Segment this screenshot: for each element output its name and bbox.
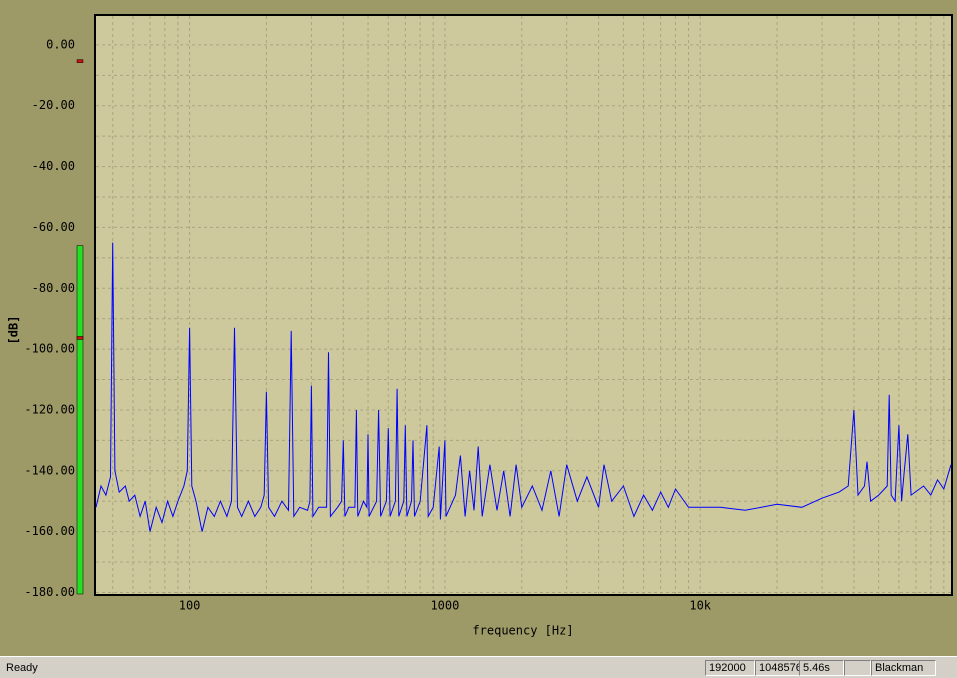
y-tick-label: -80.00 xyxy=(32,281,75,295)
spectrum-line xyxy=(95,242,952,532)
status-message: Ready xyxy=(6,662,38,674)
y-tick-label: -180.00 xyxy=(24,585,75,599)
spectrum-view: frequency [Hz] [dB] 100 1000 10k 0.00 -20.00… xyxy=(0,0,957,656)
status-bar: Ready 192000 1048576 5.46s Blackman xyxy=(0,656,957,678)
level-marker xyxy=(76,336,84,340)
x-tick-label: 10k xyxy=(689,599,711,613)
y-tick-label: -100.00 xyxy=(24,342,75,356)
status-field: 192000 xyxy=(705,660,755,676)
status-field: Blackman xyxy=(871,660,936,676)
y-tick-label: -160.00 xyxy=(24,524,75,538)
y-axis-label: [dB] xyxy=(7,316,21,345)
level-meter xyxy=(76,245,84,595)
status-field xyxy=(844,660,871,676)
x-tick-label: 100 xyxy=(179,599,201,613)
y-tick-label: -120.00 xyxy=(24,402,75,416)
y-tick-label: -20.00 xyxy=(32,98,75,112)
y-tick-label: 0.00 xyxy=(46,37,75,51)
level-marker xyxy=(76,59,84,63)
x-tick-label: 1000 xyxy=(430,599,459,613)
y-tick-label: -60.00 xyxy=(32,220,75,234)
x-axis-label: frequency [Hz] xyxy=(472,624,573,638)
status-field: 5.46s xyxy=(799,660,844,676)
y-tick-label: -40.00 xyxy=(32,159,75,173)
status-field: 1048576 xyxy=(755,660,800,676)
y-tick-label: -140.00 xyxy=(24,463,75,477)
